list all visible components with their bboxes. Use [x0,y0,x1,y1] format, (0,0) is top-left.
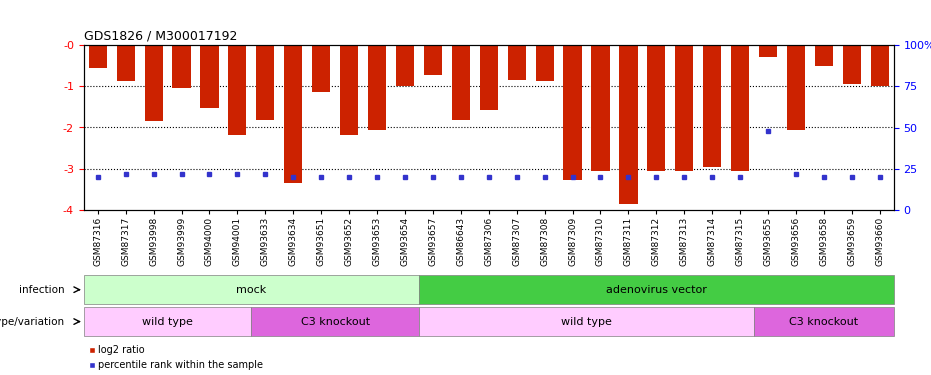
Bar [870,45,889,86]
Bar [507,45,526,80]
Bar [312,45,331,93]
Text: wild type: wild type [142,316,193,327]
Bar [172,45,191,88]
Bar [116,45,135,81]
Bar [843,45,861,84]
Bar [88,45,107,68]
Bar [228,45,247,135]
Text: C3 knockout: C3 knockout [301,316,370,327]
Legend: log2 ratio, percentile rank within the sample: log2 ratio, percentile rank within the s… [88,345,263,370]
Bar [256,45,275,120]
Bar [452,45,470,120]
Bar [84,307,251,336]
Text: C3 knockout: C3 knockout [789,316,858,327]
Text: infection: infection [19,285,64,295]
Bar [731,45,749,171]
Bar [787,45,805,130]
Bar [754,307,894,336]
Bar [419,307,754,336]
Bar [647,45,666,171]
Bar [563,45,582,180]
Bar [368,45,386,130]
Bar [340,45,358,135]
Bar [675,45,694,171]
Bar [703,45,722,166]
Bar [424,45,442,75]
Bar [479,45,498,110]
Bar [200,45,219,108]
Bar [396,45,414,86]
Text: adenovirus vector: adenovirus vector [606,285,707,295]
Bar [284,45,303,183]
Bar [815,45,833,66]
Text: mock: mock [236,285,266,295]
Bar [144,45,163,122]
Bar [84,275,419,304]
Bar [619,45,638,204]
Text: genotype/variation: genotype/variation [0,316,64,327]
Bar [535,45,554,81]
Text: GDS1826 / M300017192: GDS1826 / M300017192 [84,30,237,42]
Bar [419,275,894,304]
Bar [591,45,610,171]
Bar [759,45,777,57]
Text: wild type: wild type [561,316,612,327]
Bar [251,307,419,336]
